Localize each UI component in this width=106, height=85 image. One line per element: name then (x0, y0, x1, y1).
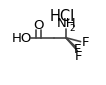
Text: F: F (75, 50, 82, 63)
Text: F: F (74, 43, 82, 56)
Text: HCl: HCl (50, 9, 75, 24)
Text: O: O (33, 19, 44, 32)
Text: HO: HO (11, 32, 32, 45)
Text: NH: NH (56, 17, 76, 30)
Text: F: F (81, 36, 89, 49)
Text: 2: 2 (70, 24, 75, 33)
